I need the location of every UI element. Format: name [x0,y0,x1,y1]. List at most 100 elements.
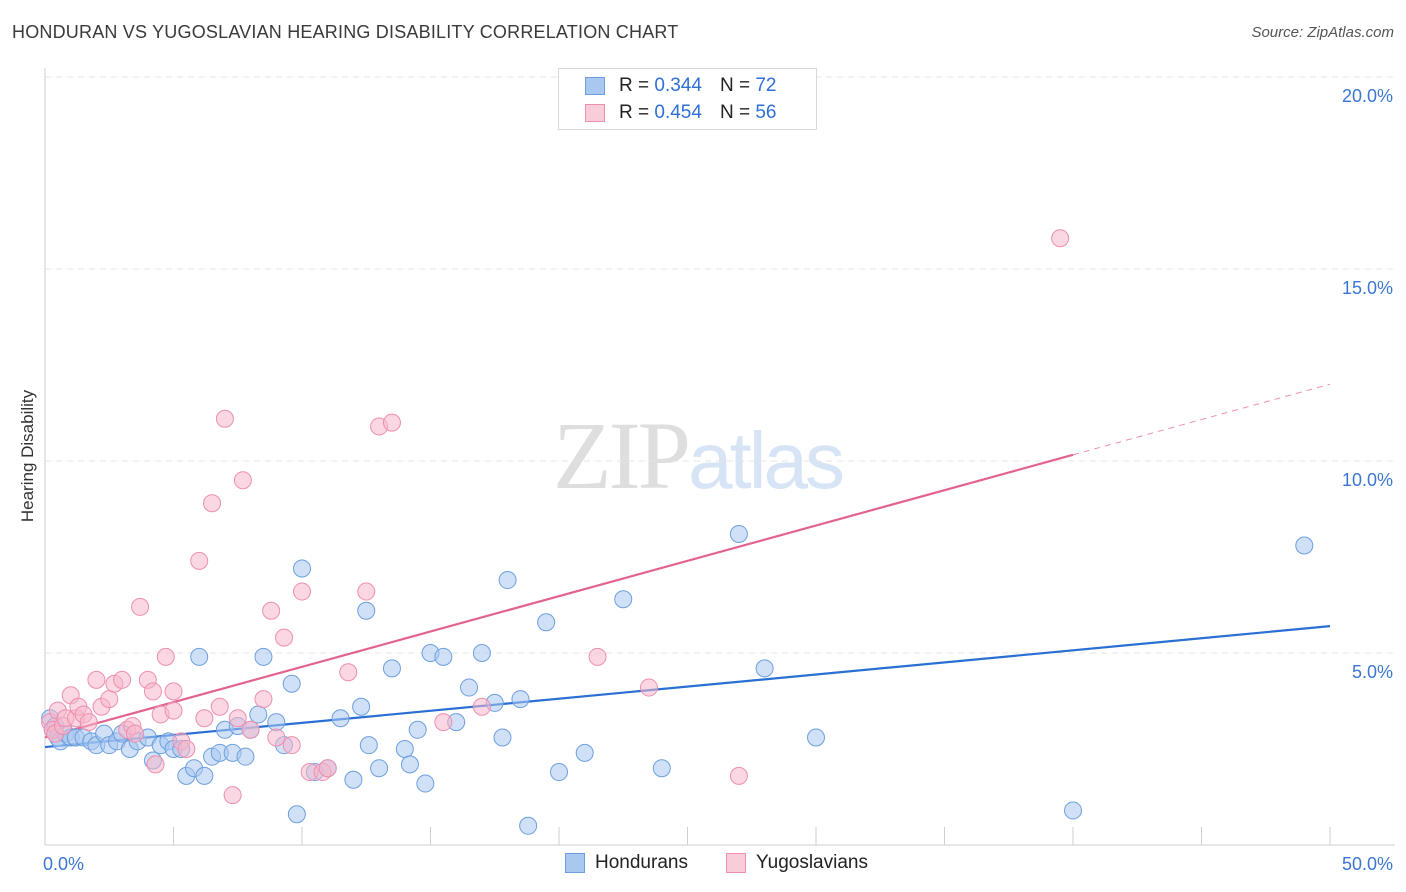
bottom-legend-swatch-yugoslavians [726,853,746,873]
point-yugoslavians [588,647,607,666]
y-tick-label: 10.0% [1342,470,1393,490]
point-yugoslavians [131,597,150,616]
legend-n-value: 56 [755,102,777,123]
point-hondurans [357,601,376,620]
point-hondurans [460,678,479,697]
legend-r-value: 0.454 [654,102,702,123]
legend-n-label: N = [719,102,751,123]
point-hondurans [550,763,568,782]
point-yugoslavians [195,709,214,728]
point-yugoslavians [267,728,286,747]
point-hondurans [408,720,427,739]
bottom-legend-yugoslavians: Yugoslavians [726,852,868,874]
bottom-legend-label-hondurans: Hondurans [595,852,688,873]
point-yugoslavians [729,766,748,785]
point-yugoslavians [79,713,98,732]
x-tick-label: 50.0% [1342,854,1393,874]
point-hondurans [498,571,517,590]
stats-legend: R = 0.344 N = 72 R = 0.454 N = 56 [558,68,817,130]
point-yugoslavians [177,740,196,758]
point-hondurans [493,728,512,747]
point-hondurans [614,590,633,609]
bottom-legend-swatch-hondurans [565,853,585,873]
legend-r-label: R = [619,102,650,123]
point-yugoslavians [87,670,106,689]
point-yugoslavians [254,690,273,709]
legend-r-label: R = [619,75,650,96]
axis-ticks: 5.0% 10.0% 15.0% 20.0% 0.0% 50.0% [43,86,1393,874]
point-hondurans [575,743,594,762]
legend-n-value: 72 [755,75,777,96]
point-hondurans [416,774,435,793]
point-hondurans [267,713,286,732]
point-yugoslavians [164,682,183,701]
point-yugoslavians [113,670,132,689]
point-hondurans [359,736,378,755]
point-hondurans [382,659,401,678]
point-hondurans [282,674,301,693]
point-yugoslavians [233,471,252,490]
legend-row-hondurans: R = 0.344 N = 72 [585,74,776,98]
y-tick-label: 15.0% [1342,278,1393,298]
point-hondurans [249,705,268,724]
legend-row-yugoslavians: R = 0.454 N = 56 [585,101,776,125]
point-yugoslavians [203,494,222,513]
point-yugoslavians [382,413,401,432]
point-hondurans [195,766,214,785]
point-yugoslavians [146,755,165,774]
point-yugoslavians [282,736,301,755]
point-yugoslavians [164,701,183,720]
chart-title: HONDURAN VS YUGOSLAVIAN HEARING DISABILI… [12,22,679,42]
trend-line-yugoslavians [44,453,1074,739]
point-hondurans [434,647,453,666]
point-hondurans [1295,536,1314,555]
point-hondurans [729,524,748,543]
point-hondurans [519,816,538,835]
legend-r-value: 0.344 [654,75,702,96]
y-tick-label: 20.0% [1342,86,1393,106]
point-yugoslavians [223,786,242,805]
y-tick-label: 5.0% [1352,662,1393,682]
point-yugoslavians [275,628,294,647]
point-hondurans [236,747,255,766]
legend-swatch-hondurans [585,77,605,95]
point-yugoslavians [472,697,491,716]
trend-line-extension [1072,383,1331,456]
bottom-legend-hondurans: Hondurans [565,852,688,874]
point-yugoslavians [190,551,209,570]
point-hondurans [472,644,491,662]
point-yugoslavians [210,697,229,716]
point-hondurans [511,690,530,709]
point-hondurans [331,709,350,728]
point-yugoslavians [293,582,311,601]
point-hondurans [1064,801,1082,820]
point-hondurans [370,759,389,778]
point-yugoslavians [1051,229,1070,248]
y-axis-label: Hearing Disability [18,389,37,523]
legend-swatch-yugoslavians [585,104,605,122]
point-hondurans [254,647,273,666]
point-yugoslavians [357,582,376,601]
point-yugoslavians [241,720,260,739]
point-yugoslavians [318,759,337,778]
point-yugoslavians [339,663,358,682]
point-hondurans [395,740,414,758]
trend-lines [44,383,1331,749]
point-yugoslavians [125,724,144,743]
point-yugoslavians [434,713,453,732]
point-yugoslavians [143,682,162,701]
point-hondurans [652,759,671,778]
point-hondurans [807,728,825,747]
point-hondurans [537,613,556,632]
data-points [41,229,1314,835]
trend-line-hondurans [44,625,1331,749]
point-yugoslavians [156,647,175,666]
point-yugoslavians [215,409,234,428]
point-hondurans [190,647,209,666]
point-hondurans [400,755,419,774]
x-tick-label: 0.0% [43,854,84,874]
point-hondurans [755,659,774,678]
point-yugoslavians [639,678,658,697]
gridlines [45,76,1395,654]
point-yugoslavians [262,601,281,620]
